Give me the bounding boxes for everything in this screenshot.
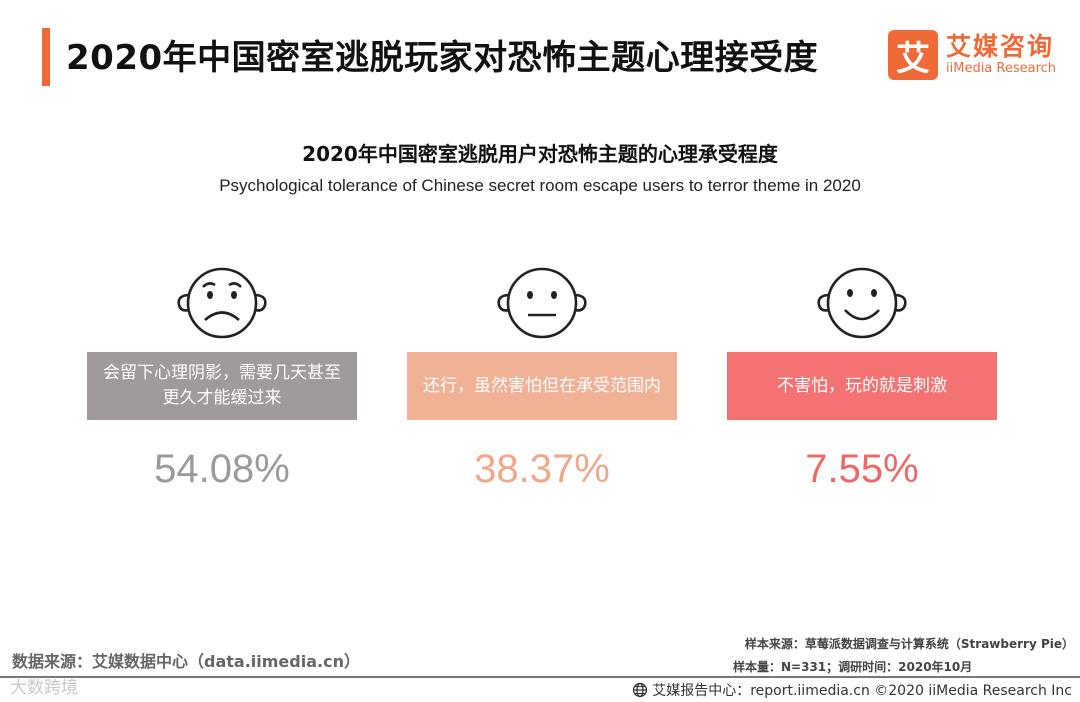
logo-text: 艾媒咨询 iiMedia Research xyxy=(946,33,1056,77)
data-source: 数据来源：艾媒数据中心（data.iimedia.cn） xyxy=(12,652,360,671)
data-label: 38.37% xyxy=(474,447,610,491)
watermark: 大数跨境 xyxy=(10,678,78,698)
sad-face-icon xyxy=(177,267,267,339)
globe-icon xyxy=(633,682,648,698)
page-title: 2020年中国密室逃脱玩家对恐怖主题心理接受度 xyxy=(66,38,819,78)
neutral-face-icon xyxy=(497,267,587,339)
footer-report-center: 艾媒报告中心：report.iimedia.cn ©2020 iiMedia R… xyxy=(632,680,1072,700)
tolerance-item-1: 会留下心理阴影，需要几天甚至更久才能缓过来 54.08% xyxy=(87,262,357,491)
sample-source: 样本来源：草莓派数据调查与计算系统（Strawberry Pie） xyxy=(744,637,1074,651)
category-label: 不害怕，玩的就是刺激 xyxy=(727,352,997,420)
tolerance-item-2: 还行，虽然害怕但在承受范围内 38.37% xyxy=(407,262,677,491)
tolerance-item-3: 不害怕，玩的就是刺激 7.55% xyxy=(727,262,997,491)
chart-subtitle: Psychological tolerance of Chinese secre… xyxy=(219,176,861,195)
logo-name-en: iiMedia Research xyxy=(946,61,1057,76)
category-label: 会留下心理阴影，需要几天甚至更久才能缓过来 xyxy=(87,352,357,420)
logo-name-cn: 艾媒咨询 xyxy=(946,32,1055,61)
footer-divider xyxy=(0,676,1080,678)
chart-title: 2020年中国密室逃脱用户对恐怖主题的心理承受程度 xyxy=(302,142,778,166)
category-label: 还行，虽然害怕但在承受范围内 xyxy=(407,352,677,420)
happy-face-icon xyxy=(817,267,907,339)
logo-mark: 艾 xyxy=(888,30,938,80)
title-accent-bar xyxy=(42,28,50,86)
iimedia-logo: 艾 艾媒咨询 iiMedia Research xyxy=(888,30,1056,80)
sample-size: 样本量：N=331；调研时间：2020年10月 xyxy=(733,660,973,674)
report-center-text: 艾媒报告中心：report.iimedia.cn ©2020 iiMedia R… xyxy=(652,683,1072,699)
data-label: 7.55% xyxy=(805,447,919,491)
data-label: 54.08% xyxy=(154,447,290,491)
